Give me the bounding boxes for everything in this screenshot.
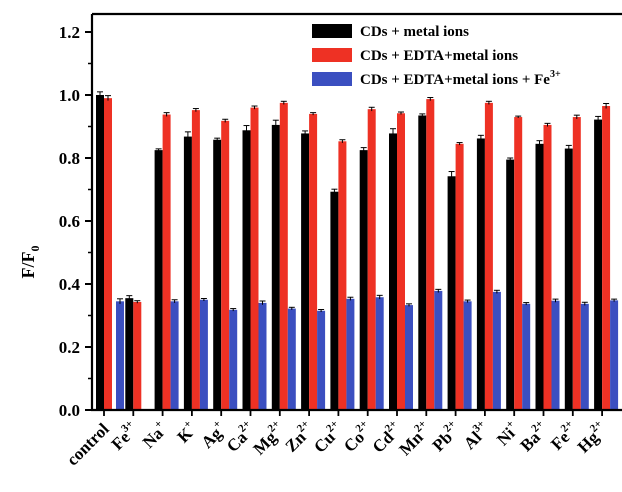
bar-ca-series-2 [250,107,259,410]
bar-mg-series-3 [287,308,296,410]
bars-layer [96,91,619,411]
bar-hg-series-3 [610,300,619,410]
bar-ni-series-1 [506,159,515,410]
bar-mg-series-2 [279,102,288,410]
y-tick-label: 1.0 [59,86,80,105]
bar-ag-series-2 [221,120,230,410]
x-tick-label-k-p: K+ [172,418,201,447]
bar-ni-series-3 [522,303,531,410]
bar-al-series-2 [484,102,493,410]
legend: CDs + metal ions CDs + EDTA+metal ions CDs… [312,24,561,88]
axes-layer [90,12,622,412]
bar-cd-series-3 [405,305,413,410]
bar-cd-series-2 [397,113,405,411]
bar-control-series-1 [96,95,104,410]
bar-ca-series-3 [258,302,267,410]
bar-zn-series-1 [301,133,310,410]
bar-pb-series-2 [455,143,464,410]
bar-pb-series-1 [447,176,456,410]
legend-label-1: CDs + metal ions [360,24,469,40]
bar-co-series-2 [367,109,376,411]
x-tick-label-fe-2p: Fe2+ [546,418,582,454]
bar-hg-series-1 [594,119,603,410]
bar-ca-series-1 [242,130,251,410]
bar-cu-series-1 [330,191,339,410]
bar-cu-series-3 [346,298,355,410]
bar-fe-series-1 [564,148,573,411]
legend-label-3: CDs + EDTA+metal ions + Fe3+ [360,69,561,88]
bar-na-series-2 [162,114,171,410]
bar-k-series-3 [199,299,208,410]
bar-mn-series-3 [434,290,443,410]
y-tick-label: 0.6 [59,212,80,231]
bar-na-series-3 [170,301,179,410]
y-ticks: 0.0 0.2 0.4 0.6 0.8 1.0 1.2 [59,23,92,420]
bar-hg-series-2 [602,106,611,411]
x-tick-label-ag-p: Ag+ [196,418,230,452]
bar-ag-series-3 [229,309,238,410]
x-tick-label-zn-2p: Zn2+ [280,418,318,456]
bar-fe-series-2 [572,117,581,411]
x-tick-label-mg-2p: Mg2+ [248,418,289,459]
bar-co-series-1 [359,150,368,410]
y-axis-label: F/F0 [18,246,42,279]
bar-mg-series-1 [271,124,280,411]
x-tick-label-control: control [63,419,113,469]
bar-ba-series-1 [535,143,544,410]
bar-al-series-1 [476,138,485,410]
y-tick-label: 0.8 [59,149,80,168]
bar-ba-series-2 [543,124,552,411]
bar-control-series-3 [116,301,124,410]
legend-swatch-3 [312,72,352,86]
y-tick-label: 0.2 [59,338,80,357]
bar-cu-series-2 [338,141,347,410]
y-tick-label: 1.2 [59,23,80,42]
bar-control-series-2 [104,98,112,411]
bar-k-series-1 [183,136,192,410]
bar-mn-series-2 [426,99,435,410]
y-tick-label: 0.0 [59,401,80,420]
bar-ba-series-3 [551,300,560,410]
bar-fe-series-1 [125,298,134,410]
bar-k-series-2 [191,110,200,411]
x-tick-label-al-3p: Al3+ [459,418,494,453]
x-tick-label-co-2p: Co2+ [339,418,377,456]
bar-ni-series-2 [514,117,523,411]
bar-zn-series-3 [317,310,326,410]
x-tick-label-ba-2p: Ba2+ [515,418,552,455]
x-tick-label-na-p: Na+ [137,418,171,452]
y-tick-label: 0.4 [59,275,81,294]
x-tick-label-fe-3p: Fe3+ [106,418,142,454]
bar-mn-series-1 [418,115,427,410]
bar-fe-series-2 [133,301,142,410]
bar-co-series-3 [375,297,384,410]
legend-swatch-1 [312,24,352,38]
x-tick-label-hg-2p: Hg2+ [572,418,611,457]
bar-na-series-1 [154,150,163,410]
bar-ag-series-1 [213,139,222,411]
legend-label-2: CDs + EDTA+metal ions [360,48,518,64]
legend-swatch-2 [312,48,352,62]
bar-fe-series-3 [580,303,589,410]
bar-al-series-3 [492,291,501,410]
x-tick-label-mn-2p: Mn2+ [394,418,435,459]
bar-pb-series-3 [463,301,472,410]
x-tick-label-pb-2p: Pb2+ [427,418,464,455]
x-tick-label-cu-2p: Cu2+ [309,418,348,457]
bar-cd-series-1 [389,133,397,410]
bar-zn-series-2 [309,113,318,411]
